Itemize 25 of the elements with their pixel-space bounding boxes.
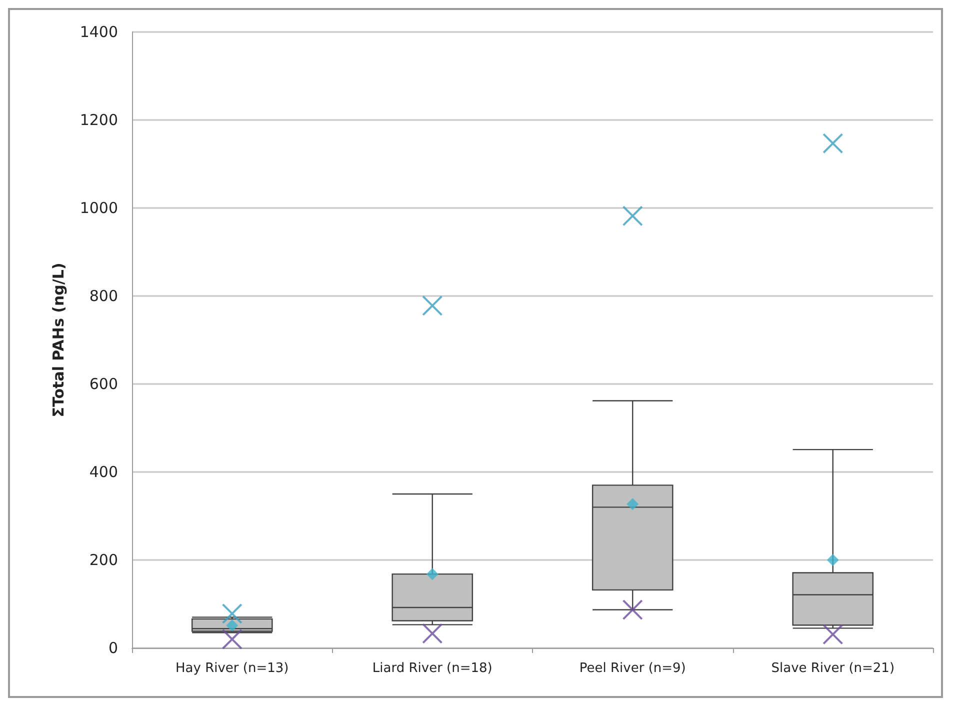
point: [826, 554, 839, 566]
x-tick-label: Peel River (n=9): [579, 661, 686, 676]
x-tick-label: Hay River (n=13): [176, 661, 289, 676]
point: [226, 620, 238, 632]
point: [422, 623, 442, 644]
y-tick-label: 400: [89, 463, 118, 481]
y-tick-label: 600: [89, 375, 118, 393]
y-tick-label: 1400: [80, 23, 118, 41]
point: [222, 604, 242, 624]
point: [422, 296, 442, 316]
point: [822, 133, 843, 154]
point: [426, 568, 438, 580]
y-axis-title: ΣTotal PAHs (ng/L): [50, 262, 68, 418]
point: [622, 206, 643, 226]
point: [822, 624, 843, 644]
point: [222, 629, 242, 650]
y-tick-label: 800: [89, 287, 118, 305]
y-tick-label: 0: [108, 639, 118, 657]
point: [626, 498, 639, 510]
x-tick-label: Slave River (n=21): [771, 661, 895, 676]
y-tick-label: 200: [89, 551, 118, 569]
point: [622, 600, 643, 620]
y-tick-label: 1000: [80, 199, 118, 217]
y-tick-label: 1200: [80, 111, 118, 129]
x-tick-label: Liard River (n=18): [372, 661, 492, 676]
